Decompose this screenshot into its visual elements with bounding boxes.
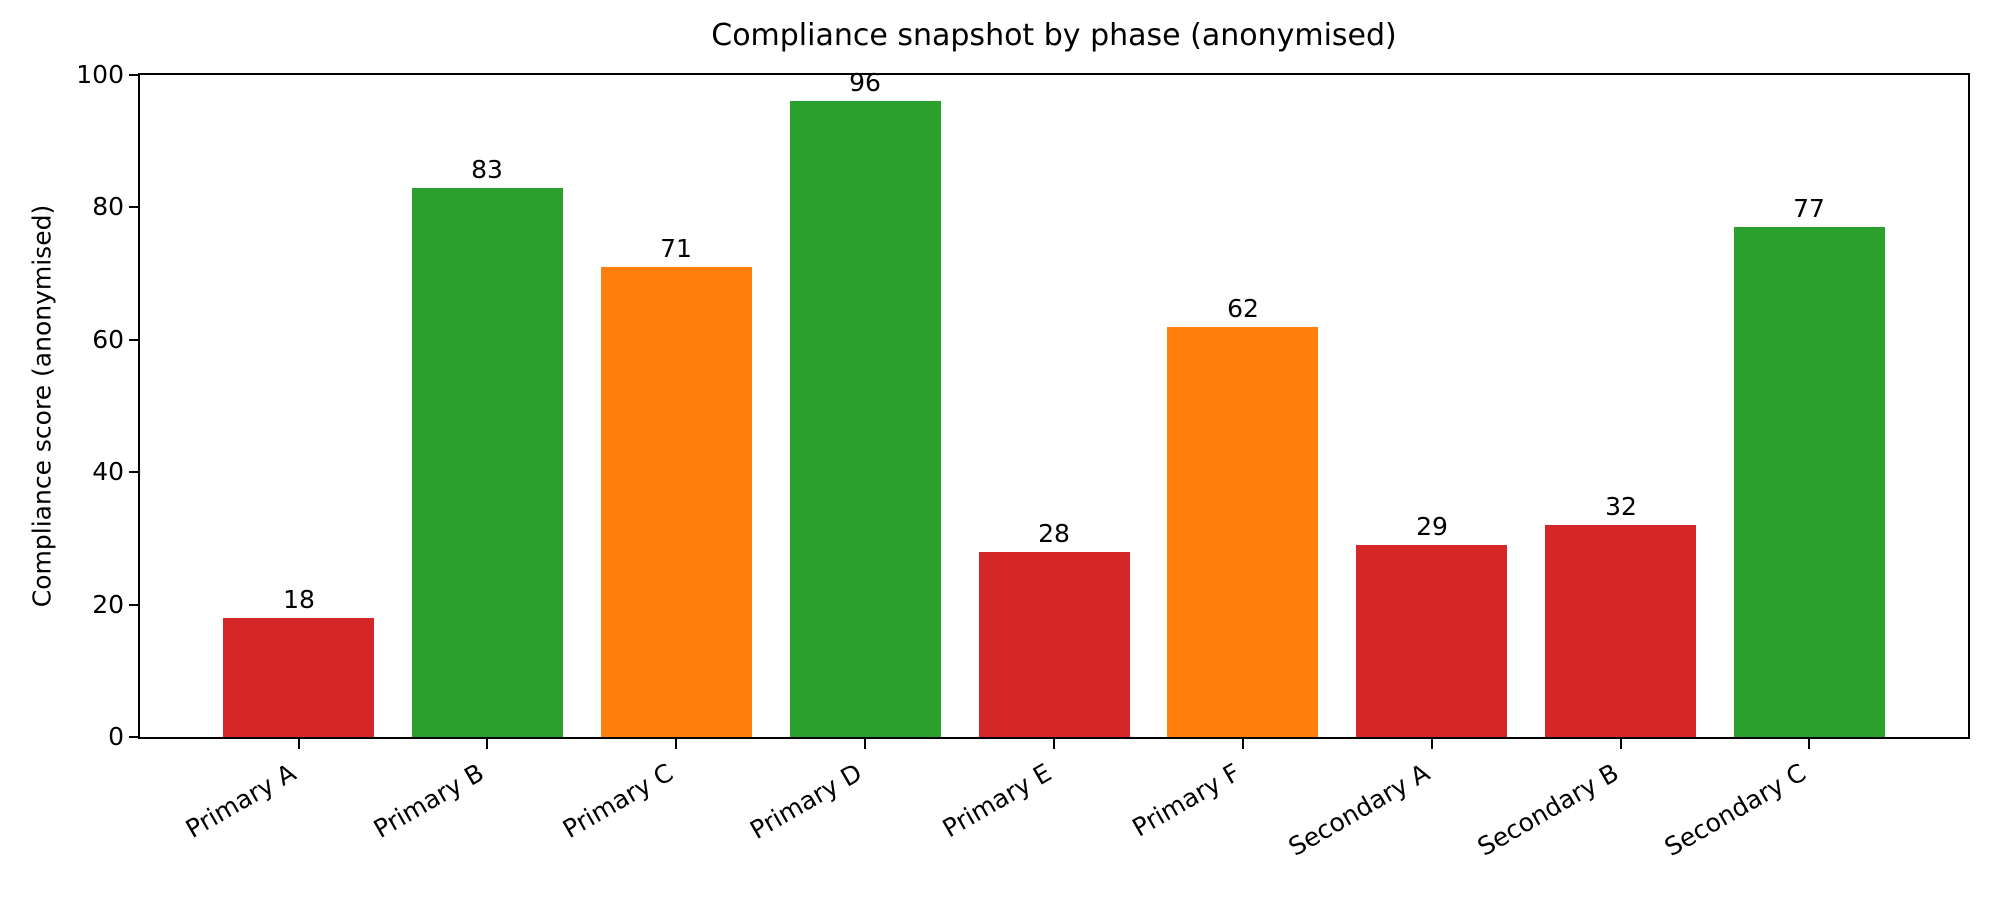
x-tick-mark [675,739,677,749]
y-tick-mark [129,74,138,76]
x-tick-mark [1242,739,1244,749]
bar-value-label: 32 [1605,492,1637,521]
bar-value-label: 83 [471,155,503,184]
bar-value-label: 71 [660,234,692,263]
bar-primary-b [412,188,563,737]
y-tick-mark [129,471,138,473]
y-tick-mark [129,736,138,738]
bar-secondary-a [1356,545,1507,737]
x-tick-mark [298,739,300,749]
y-axis-label: Compliance score (anonymised) [27,204,57,608]
bar-primary-a [223,618,374,737]
x-tick-mark [1431,739,1433,749]
y-tick-label: 0 [108,722,124,751]
bar-value-label: 77 [1793,194,1825,223]
bar-value-label: 96 [849,68,881,97]
bar-primary-e [979,552,1130,737]
plot-area [138,73,1970,739]
y-tick-label: 100 [76,60,124,89]
x-tick-label: Primary F [1127,757,1245,843]
y-tick-label: 20 [92,590,124,619]
x-tick-label: Primary B [369,757,489,844]
y-tick-label: 40 [92,457,124,486]
chart-title: Compliance snapshot by phase (anonymised… [711,18,1397,53]
y-tick-label: 60 [92,325,124,354]
bar-value-label: 29 [1416,512,1448,541]
x-tick-label: Primary D [745,757,867,845]
x-tick-mark [1620,739,1622,749]
x-tick-mark [864,739,866,749]
x-tick-label: Primary A [181,757,301,844]
y-tick-mark [129,604,138,606]
x-tick-mark [1053,739,1055,749]
y-tick-mark [129,339,138,341]
bar-value-label: 28 [1038,519,1070,548]
bar-primary-c [601,267,752,737]
x-tick-label: Primary C [557,757,678,844]
y-tick-label: 80 [92,192,124,221]
bar-primary-f [1167,327,1318,737]
bar-secondary-b [1545,525,1696,737]
y-tick-mark [129,206,138,208]
x-tick-label: Secondary C [1659,757,1811,862]
bar-primary-d [790,101,941,737]
bar-secondary-c [1734,227,1885,737]
bar-value-label: 62 [1227,294,1259,323]
bar-value-label: 18 [283,585,315,614]
x-tick-mark [486,739,488,749]
x-tick-label: Primary E [937,757,1056,844]
x-tick-mark [1808,739,1810,749]
x-tick-label: Secondary B [1472,757,1623,862]
x-tick-label: Secondary A [1283,757,1434,862]
